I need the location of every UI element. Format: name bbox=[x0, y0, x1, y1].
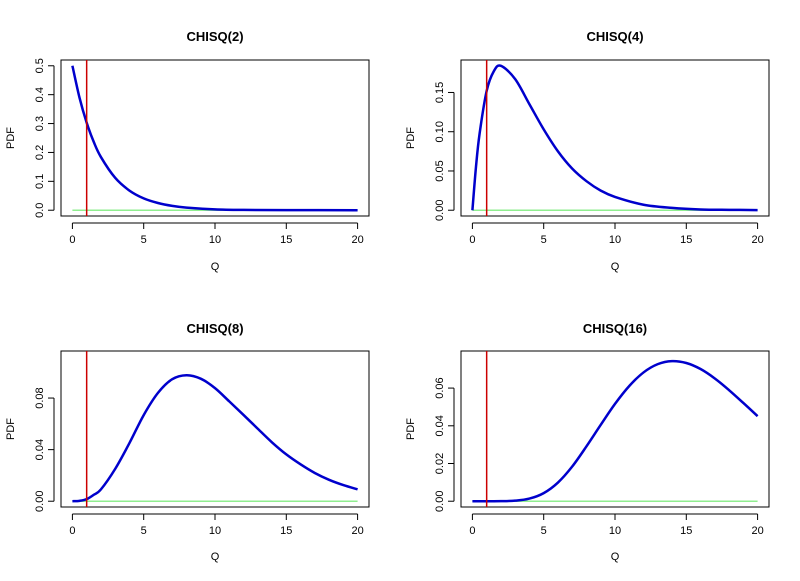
x-tick-label: 0 bbox=[469, 234, 475, 246]
panel-3: CHISQ(8) 0 5 10 15 20 0.00 0.04 0.08 Q PDF bbox=[5, 321, 370, 563]
chart-title: CHISQ(4) bbox=[586, 29, 643, 44]
panel-4: CHISQ(16) 0 5 10 15 20 0.00 0.02 0.04 0.06 Q PDF bbox=[405, 321, 770, 563]
x-tick-label: 0 bbox=[69, 234, 75, 246]
y-tick-label: 0.3 bbox=[34, 116, 46, 131]
x-tick-label: 15 bbox=[280, 525, 292, 537]
x-tick-label: 10 bbox=[609, 525, 621, 537]
x-tick-label: 5 bbox=[541, 234, 547, 246]
x-tick-label: 10 bbox=[209, 525, 221, 537]
y-tick-label: 0.04 bbox=[34, 439, 46, 460]
plot-frame bbox=[460, 350, 770, 508]
y-tick-label: 0.00 bbox=[434, 200, 446, 221]
x-tick-label: 15 bbox=[280, 234, 292, 246]
x-tick-label: 5 bbox=[141, 234, 147, 246]
y-tick-label: 0.2 bbox=[34, 145, 46, 160]
x-tick-label: 20 bbox=[351, 525, 363, 537]
x-axis-label: Q bbox=[211, 261, 220, 273]
plot-frame bbox=[60, 59, 370, 217]
y-tick-label: 0.15 bbox=[434, 82, 446, 103]
data-layer bbox=[471, 60, 758, 216]
y-tick-label: 0.06 bbox=[434, 377, 446, 398]
pdf-curve bbox=[471, 64, 758, 212]
y-tick-label: 0.4 bbox=[34, 87, 46, 102]
x-tick-label: 0 bbox=[69, 525, 75, 537]
y-tick-label: 0.00 bbox=[34, 491, 46, 512]
x-tick-label: 10 bbox=[209, 234, 221, 246]
pdf-curve bbox=[71, 65, 358, 212]
panel-2: CHISQ(4) 0 5 10 15 20 0.00 0.05 0.10 0.15 Q PDF bbox=[405, 29, 770, 273]
x-tick-label: 15 bbox=[680, 525, 692, 537]
x-tick-label: 10 bbox=[609, 234, 621, 246]
x-tick-label: 15 bbox=[680, 234, 692, 246]
data-layer bbox=[72, 351, 358, 507]
y-axis-label: PDF bbox=[5, 127, 17, 149]
y-tick-label: 0.1 bbox=[34, 174, 46, 189]
y-axis-label: PDF bbox=[405, 127, 417, 149]
pdf-curve bbox=[72, 373, 358, 503]
pdf-curve bbox=[472, 359, 759, 503]
y-tick-label: 0.08 bbox=[34, 387, 46, 408]
chart-title: CHISQ(8) bbox=[186, 321, 243, 336]
y-axis-label: PDF bbox=[405, 418, 417, 440]
y-tick-label: 0.05 bbox=[434, 160, 446, 181]
x-tick-label: 20 bbox=[351, 234, 363, 246]
y-tick-label: 0.0 bbox=[34, 203, 46, 218]
y-tick-label: 0.04 bbox=[434, 415, 446, 436]
panel-1: CHISQ(2) 0 5 10 15 20 0.0 0.1 0.2 0.3 0.4 0.5 Q PDF bbox=[5, 29, 370, 273]
plot-frame bbox=[60, 350, 370, 508]
data-layer bbox=[472, 351, 759, 507]
x-axis-label: Q bbox=[611, 261, 620, 273]
x-tick-label: 20 bbox=[751, 234, 763, 246]
x-tick-label: 20 bbox=[751, 525, 763, 537]
y-tick-label: 0.00 bbox=[434, 491, 446, 512]
data-layer bbox=[71, 60, 358, 216]
x-axis-label: Q bbox=[211, 551, 220, 563]
x-tick-label: 5 bbox=[541, 525, 547, 537]
y-tick-label: 0.02 bbox=[434, 453, 446, 474]
y-tick-label: 0.5 bbox=[34, 58, 46, 73]
plot-frame bbox=[460, 59, 770, 217]
x-tick-label: 5 bbox=[141, 525, 147, 537]
chart-title: CHISQ(2) bbox=[186, 29, 243, 44]
x-tick-label: 0 bbox=[469, 525, 475, 537]
y-axis-label: PDF bbox=[5, 418, 17, 440]
chart-title: CHISQ(16) bbox=[583, 321, 647, 336]
y-tick-label: 0.10 bbox=[434, 121, 446, 142]
x-axis-label: Q bbox=[611, 551, 620, 563]
